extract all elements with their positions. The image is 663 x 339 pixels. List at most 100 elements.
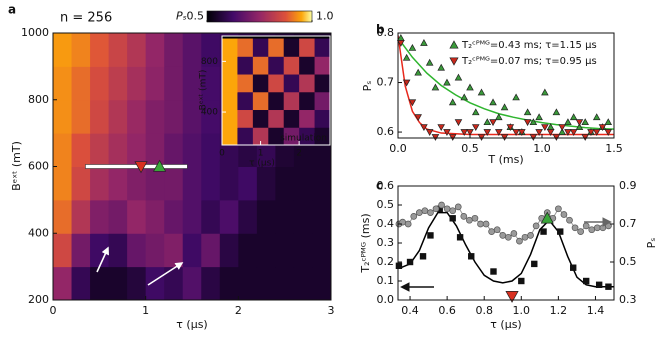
heatmap-cell bbox=[268, 91, 285, 111]
data-point bbox=[560, 211, 568, 218]
data-point bbox=[443, 205, 451, 213]
heatmap-cell bbox=[164, 33, 184, 67]
data-point bbox=[425, 129, 434, 136]
heatmap-cell bbox=[312, 233, 331, 268]
data-point bbox=[500, 103, 509, 111]
heatmap-cell bbox=[222, 91, 238, 111]
range-bar bbox=[85, 164, 188, 169]
heatmap-cell bbox=[219, 199, 239, 234]
x-tick-label: 0.4 bbox=[401, 304, 419, 317]
data-point bbox=[410, 213, 418, 220]
x-tick-label: 3 bbox=[328, 304, 335, 317]
heatmap-cell bbox=[127, 33, 147, 67]
heatmap-cell bbox=[145, 233, 165, 268]
data-point bbox=[529, 134, 538, 141]
heatmap-cell bbox=[283, 56, 300, 75]
x-tick-label: 2 bbox=[296, 149, 302, 159]
data-point bbox=[460, 129, 469, 136]
heatmap-cell bbox=[222, 74, 238, 93]
heatmap-cell bbox=[299, 56, 316, 75]
heatmap-cell bbox=[108, 166, 128, 201]
heatmap-cell bbox=[299, 38, 316, 57]
heatmap-cell bbox=[127, 133, 147, 167]
heatmap-cell bbox=[293, 233, 313, 268]
data-point bbox=[443, 78, 451, 86]
data-point bbox=[408, 99, 417, 107]
heatmap-cell bbox=[252, 38, 269, 57]
data-point bbox=[431, 134, 440, 141]
heatmap-cell bbox=[145, 199, 165, 234]
heatmap-cell bbox=[237, 127, 254, 145]
legend-label: T₂ᶜᴾᴹᴳ=0.43 ms; τ=1.15 μs bbox=[461, 40, 597, 51]
heatmap-cell bbox=[127, 266, 147, 300]
data-point bbox=[604, 118, 613, 126]
data-point bbox=[408, 43, 417, 51]
heatmap-cell bbox=[201, 133, 221, 167]
heatmap-cell bbox=[182, 233, 202, 268]
heatmap-cell bbox=[252, 91, 269, 111]
y-tick-label: 0.1 bbox=[377, 274, 395, 287]
heatmap-cell bbox=[283, 38, 300, 57]
data-point bbox=[532, 222, 540, 230]
plot-area bbox=[222, 36, 330, 145]
heatmap-cell bbox=[201, 33, 221, 67]
heatmap-cell bbox=[90, 33, 110, 67]
data-point bbox=[535, 113, 543, 121]
x-tick-label: 0 bbox=[219, 149, 225, 159]
data-point bbox=[599, 224, 607, 232]
y-tick-label: 1000 bbox=[21, 26, 49, 39]
heatmap-cell bbox=[53, 166, 73, 201]
y-tick-label: 0.7 bbox=[377, 76, 395, 89]
heatmap-cell bbox=[71, 199, 91, 234]
heatmap-cell bbox=[299, 127, 316, 145]
heatmap-cell bbox=[90, 99, 110, 134]
heatmap-cell bbox=[108, 33, 128, 67]
y-tick-label: 400 bbox=[201, 108, 218, 118]
data-point bbox=[557, 228, 564, 235]
y-tick-label: 400 bbox=[28, 226, 49, 239]
heatmap-cell bbox=[90, 266, 110, 300]
data-point bbox=[506, 124, 515, 132]
heatmap-cell bbox=[108, 233, 128, 268]
heatmap-cell bbox=[71, 166, 91, 201]
x-tick-label: 1.0 bbox=[533, 142, 551, 155]
y-tick-label: 800 bbox=[28, 93, 49, 106]
data-point bbox=[419, 253, 427, 260]
heatmap-cell bbox=[256, 166, 276, 201]
data-point bbox=[490, 268, 497, 275]
data-point bbox=[404, 220, 412, 228]
data-point bbox=[454, 119, 463, 127]
data-point bbox=[523, 119, 532, 127]
data-point bbox=[415, 209, 423, 216]
data-point bbox=[414, 68, 422, 76]
heatmap-cell bbox=[237, 74, 254, 93]
y-tick-label: 600 bbox=[28, 160, 49, 173]
x-tick-label: 1.4 bbox=[587, 304, 605, 317]
heatmap-cell bbox=[237, 91, 254, 111]
data-point bbox=[483, 129, 492, 136]
data-point bbox=[477, 88, 486, 96]
data-point bbox=[581, 134, 589, 141]
heatmap-cell bbox=[145, 266, 165, 300]
y2-tick-label: 0.5 bbox=[619, 255, 637, 268]
x-tick-label: 1.0 bbox=[513, 304, 531, 317]
data-point bbox=[448, 98, 457, 106]
y-tick-label: 0.0 bbox=[377, 293, 395, 306]
heatmap-cell bbox=[71, 233, 91, 268]
heatmap-cell bbox=[283, 91, 300, 111]
data-point bbox=[587, 129, 595, 136]
heatmap-cell bbox=[222, 38, 238, 57]
heatmap-cell bbox=[145, 166, 165, 201]
data-point bbox=[466, 216, 473, 224]
data-point bbox=[569, 113, 578, 121]
data-point bbox=[518, 277, 525, 285]
data-point bbox=[460, 213, 468, 220]
fit-line bbox=[398, 35, 614, 136]
data-point bbox=[395, 262, 403, 269]
data-point bbox=[523, 108, 532, 116]
data-point bbox=[468, 253, 475, 260]
data-point bbox=[488, 228, 495, 235]
heatmap-cell bbox=[145, 99, 165, 134]
heatmap-cell bbox=[238, 266, 258, 300]
